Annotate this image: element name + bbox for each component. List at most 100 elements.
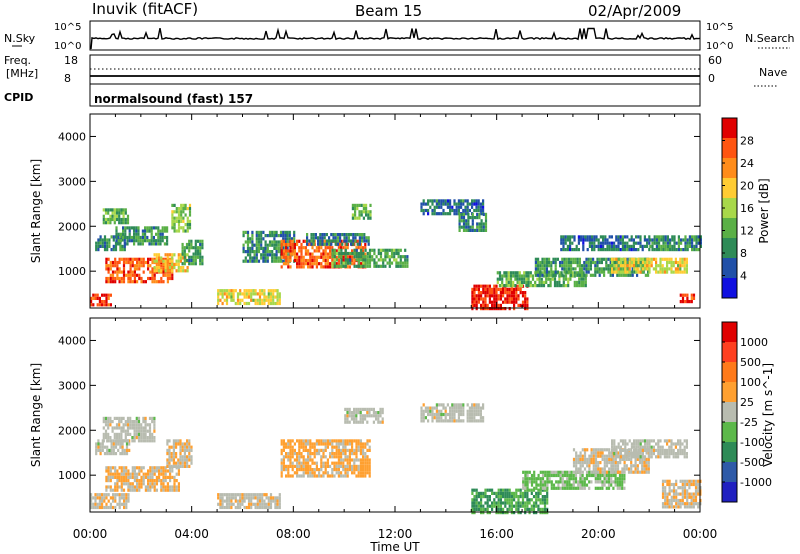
data-cell: [267, 496, 270, 500]
data-cell: [276, 292, 279, 296]
data-cell: [506, 498, 509, 502]
data-cell: [583, 486, 586, 490]
data-cell: [628, 452, 631, 456]
data-cell: [122, 479, 126, 483]
data-cell: [155, 239, 158, 243]
data-cell: [367, 210, 370, 214]
data-cell: [668, 486, 671, 490]
data-cell: [577, 238, 580, 242]
data-cell: [648, 442, 651, 446]
data-cell: [679, 505, 682, 509]
data-cell: [542, 284, 546, 288]
data-cell: [153, 259, 156, 263]
data-cell: [253, 253, 256, 257]
data-cell: [124, 429, 127, 433]
data-cell: [346, 474, 349, 478]
data-cell: [617, 270, 620, 274]
data-cell: [523, 280, 526, 284]
data-cell: [377, 414, 380, 418]
data-cell: [632, 464, 635, 468]
data-cell: [681, 300, 685, 304]
data-cell: [138, 273, 141, 277]
data-cell: [420, 412, 423, 417]
data-cell: [342, 445, 345, 449]
data-cell: [664, 495, 667, 499]
data-cell: [265, 505, 268, 510]
data-cell: [348, 452, 351, 456]
data-cell: [122, 439, 125, 443]
data-cell: [475, 307, 478, 311]
data-cell: [296, 252, 299, 256]
data-cell: [177, 226, 181, 230]
data-cell: [142, 257, 145, 261]
data-cell: [679, 442, 682, 446]
data-cell: [358, 236, 361, 240]
data-cell: [684, 238, 687, 242]
data-cell: [681, 482, 684, 487]
data-cell: [475, 409, 478, 413]
data-cell: [151, 432, 154, 436]
data-cell: [306, 242, 309, 246]
data-cell: [552, 483, 556, 487]
data-cell: [318, 262, 321, 266]
data-cell: [569, 244, 572, 248]
data-cell: [260, 234, 263, 238]
data-cell: [599, 461, 602, 465]
data-cell: [285, 258, 288, 263]
data-cell: [583, 467, 587, 471]
data-cell: [313, 445, 316, 449]
data-cell: [172, 461, 175, 465]
data-cell: [118, 420, 121, 424]
data-cell: [633, 257, 636, 261]
data-cell: [545, 270, 548, 274]
data-cell: [342, 442, 345, 446]
data-cell: [661, 492, 665, 496]
data-cell: [102, 439, 105, 443]
data-cell: [105, 488, 108, 492]
data-cell: [291, 468, 294, 472]
data-cell: [499, 504, 502, 508]
data-cell: [348, 439, 351, 443]
data-cell: [144, 436, 147, 440]
data-cell: [522, 480, 525, 484]
data-cell: [353, 258, 356, 263]
data-cell: [561, 273, 564, 277]
data-cell: [493, 294, 496, 298]
data-cell: [335, 455, 338, 459]
data-cell: [507, 284, 510, 288]
data-cell: [230, 493, 233, 497]
data-cell: [435, 212, 438, 216]
data-cell: [124, 235, 127, 240]
data-cell: [346, 468, 349, 472]
data-cell: [608, 248, 611, 252]
data-cell: [624, 241, 627, 245]
data-cell: [471, 199, 474, 203]
data-cell: [646, 264, 649, 268]
data-cell: [661, 495, 665, 499]
data-cell: [433, 205, 436, 209]
data-cell: [260, 240, 263, 244]
data-cell: [648, 267, 651, 271]
data-cell: [105, 502, 108, 506]
data-cell: [269, 301, 273, 306]
data-cell: [685, 452, 688, 456]
data-cell: [359, 407, 362, 411]
data-cell: [112, 442, 115, 446]
data-cell: [160, 256, 163, 260]
data-cell: [677, 455, 680, 459]
data-cell: [473, 208, 476, 213]
data-cell: [362, 255, 365, 259]
data-cell: [109, 485, 112, 489]
data-cell: [124, 229, 127, 233]
data-cell: [116, 488, 119, 492]
data-cell: [138, 479, 141, 483]
data-cell: [442, 212, 445, 216]
data-cell: [672, 260, 675, 265]
data-cell: [362, 458, 365, 462]
data-cell: [355, 414, 358, 418]
data-cell: [309, 258, 312, 263]
data-cell: [568, 477, 571, 481]
data-cell: [152, 235, 155, 240]
data-cell: [588, 467, 591, 471]
freq-unit: [MHz]: [6, 67, 38, 80]
